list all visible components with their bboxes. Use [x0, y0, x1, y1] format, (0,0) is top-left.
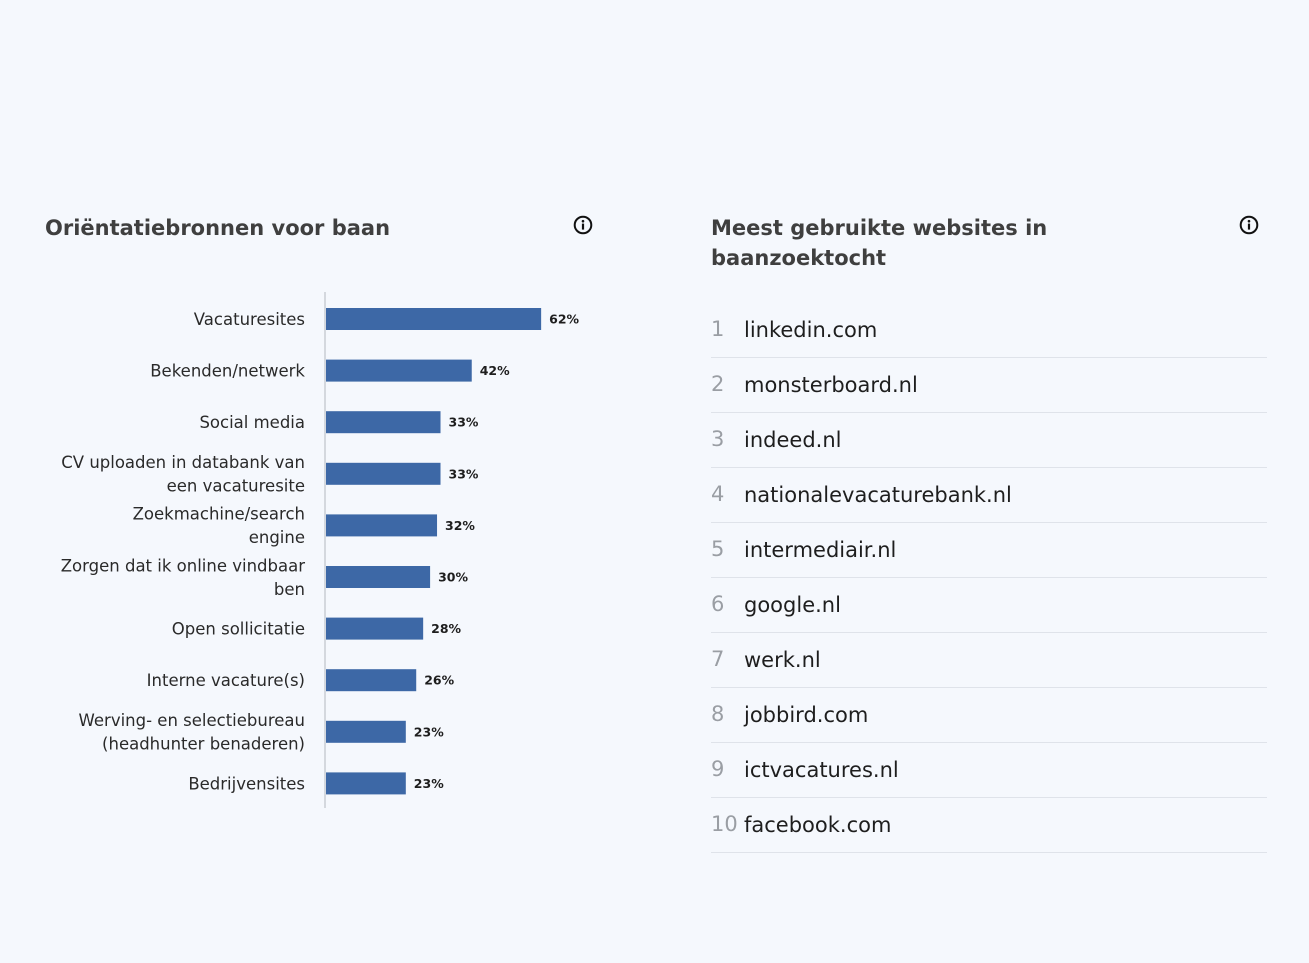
website-ranking-list: 1 linkedin.com 2 monsterboard.nl 3 indeed.n… — [711, 303, 1267, 853]
category-label-line: Interne vacature(s) — [147, 671, 305, 690]
bar[interactable] — [326, 720, 406, 743]
rank-number: 1 — [711, 317, 725, 341]
category-label-line: ben — [274, 580, 305, 599]
site-name: ictvacatures.nl — [744, 758, 899, 782]
category-label: Zoekmachine/search engine — [133, 505, 305, 548]
data-label: 33% — [449, 466, 479, 481]
rank-number: 8 — [711, 702, 725, 726]
card-title: Meest gebruikte websites in baanzoektoch… — [711, 216, 1048, 270]
category-label: Vacaturesites — [194, 310, 305, 329]
category-label: Interne vacature(s) — [147, 671, 305, 690]
category-label: Bekenden/netwerk — [150, 362, 305, 381]
list-item: 8 jobbird.com — [711, 688, 1267, 743]
rank-number: 3 — [711, 427, 725, 451]
bar[interactable] — [326, 462, 441, 485]
category-label-line: Social media — [199, 413, 305, 432]
category-label-line: Open sollicitatie — [172, 620, 305, 639]
category-label-line: Vacaturesites — [194, 310, 305, 329]
list-item: 5 intermediair.nl — [711, 523, 1267, 578]
site-name: werk.nl — [744, 648, 821, 672]
data-label: 23% — [414, 776, 444, 791]
site-name: intermediair.nl — [744, 538, 897, 562]
rank-number: 2 — [711, 372, 725, 396]
bar-chart: 62% Vacaturesites 42% Bekenden/netwerk 33% So… — [61, 292, 580, 808]
site-name: monsterboard.nl — [744, 373, 918, 397]
info-circle-icon[interactable] — [573, 215, 593, 235]
rank-number: 10 — [711, 812, 738, 836]
data-label: 26% — [424, 673, 454, 688]
data-label: 62% — [549, 312, 579, 327]
category-label-line: engine — [249, 528, 305, 547]
rank-number: 9 — [711, 757, 725, 781]
bar[interactable] — [326, 308, 542, 330]
bar[interactable] — [326, 359, 472, 382]
bar[interactable] — [326, 411, 441, 434]
site-name: jobbird.com — [744, 703, 869, 727]
bar[interactable] — [326, 566, 431, 588]
category-label: Social media — [199, 413, 305, 432]
category-label-line: Werving- en selectiebureau — [79, 711, 305, 730]
category-label-line: Bekenden/netwerk — [150, 362, 305, 381]
card-title: Oriëntatiebronnen voor baan — [45, 216, 391, 240]
data-label: 32% — [445, 518, 475, 533]
bar[interactable] — [326, 514, 438, 537]
category-label: Werving- en selectiebureau (headhunter be… — [79, 711, 305, 754]
list-item: 7 werk.nl — [711, 633, 1267, 688]
category-label-line: (headhunter benaderen) — [102, 735, 305, 754]
list-item: 1 linkedin.com — [711, 303, 1267, 358]
data-label: 30% — [438, 570, 468, 585]
data-label: 28% — [431, 621, 461, 636]
site-name: facebook.com — [744, 813, 892, 837]
list-item: 4 nationalevacaturebank.nl — [711, 468, 1267, 523]
category-label: Zorgen dat ik online vindbaar ben — [61, 556, 305, 599]
rank-number: 7 — [711, 647, 725, 671]
info-circle-icon[interactable] — [1239, 215, 1259, 235]
site-name: google.nl — [744, 593, 841, 617]
site-name: linkedin.com — [744, 318, 878, 342]
rank-number: 6 — [711, 592, 725, 616]
list-item: 3 indeed.nl — [711, 413, 1267, 468]
rank-number: 4 — [711, 482, 725, 506]
category-label-line: Bedrijvensites — [188, 774, 305, 793]
category-label: CV uploaden in databank van een vacatures… — [61, 453, 305, 496]
bar[interactable] — [326, 772, 406, 795]
site-name: nationalevacaturebank.nl — [744, 483, 1012, 507]
list-item: 9 ictvacatures.nl — [711, 743, 1267, 798]
top-websites-card: Meest gebruikte websites in baanzoektoch… — [711, 205, 1267, 865]
category-label: Open sollicitatie — [172, 620, 305, 639]
list-item: 2 monsterboard.nl — [711, 358, 1267, 413]
data-label: 23% — [414, 724, 444, 739]
data-label: 33% — [449, 415, 479, 430]
bar[interactable] — [326, 617, 424, 640]
category-label-line: Zorgen dat ik online vindbaar — [61, 556, 305, 575]
category-label: Bedrijvensites — [188, 774, 305, 793]
orientation-sources-card: Oriëntatiebronnen voor baan 62% Vacatures… — [45, 205, 605, 825]
bar[interactable] — [326, 669, 417, 692]
data-label: 42% — [480, 363, 510, 378]
category-label-line: een vacaturesite — [167, 477, 305, 496]
category-label-line: CV uploaden in databank van — [61, 453, 305, 472]
list-item: 6 google.nl — [711, 578, 1267, 633]
rank-number: 5 — [711, 537, 725, 561]
site-name: indeed.nl — [744, 428, 842, 452]
category-label-line: Zoekmachine/search — [133, 505, 305, 524]
list-item: 10 facebook.com — [711, 798, 1267, 853]
